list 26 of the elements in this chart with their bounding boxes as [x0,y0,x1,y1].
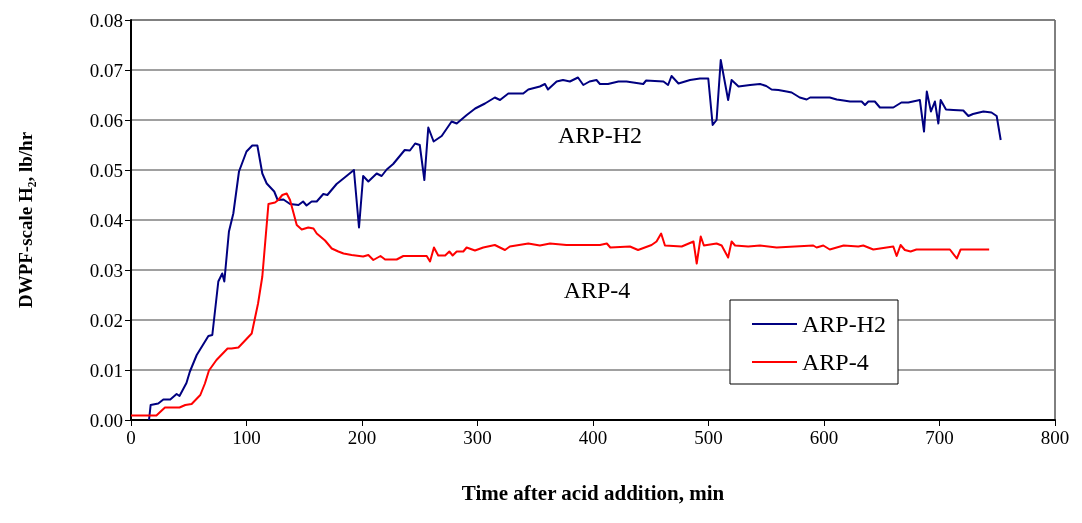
x-tick-label: 200 [347,427,377,448]
legend-label: ARP-H2 [802,311,887,337]
y-tick-label: 0.02 [89,309,123,331]
y-tick-label: 0.07 [89,59,123,81]
x-tick-label: 400 [578,427,608,448]
line-series [148,59,1002,421]
y-tick-label: 0.00 [89,409,123,431]
legend-label: ARP-4 [802,349,869,375]
y-tick-label: 0.01 [89,359,123,381]
line-series [130,192,991,417]
x-tick-label: 800 [1040,427,1070,448]
y-tick-label: 0.05 [89,159,123,181]
y-tick-label: 0.06 [89,109,123,131]
y-tick-label: 0.08 [89,9,123,31]
y-axis-title: DWPF-scale H₂, lb/hr [15,131,36,309]
annotation: ARP-H2 [557,122,643,148]
x-tick-label: 0 [126,427,136,448]
annotation: ARP-4 [563,277,631,303]
x-tick-label: 500 [694,427,723,448]
x-tick-label: 300 [463,427,492,448]
y-tick-label: 0.04 [89,209,124,231]
x-tick-label: 100 [232,427,261,448]
x-tick-label: 700 [925,427,954,448]
x-tick-label: 600 [809,427,839,448]
y-tick-label: 0.03 [89,259,123,281]
x-axis-title: Time after acid addition, min [461,480,725,505]
